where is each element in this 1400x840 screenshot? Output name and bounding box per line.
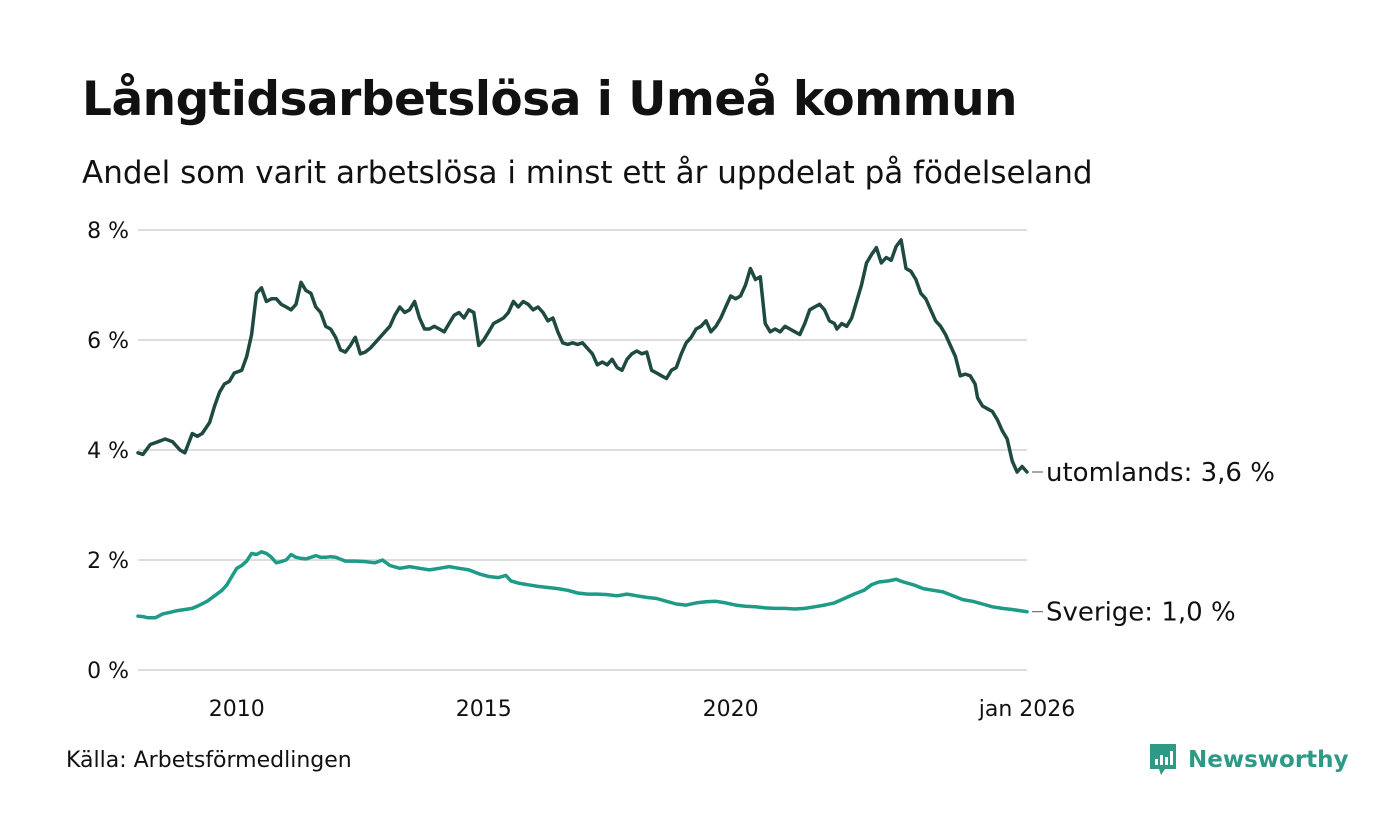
x-tick-label: 2020 — [703, 697, 759, 722]
source-note: Källa: Arbetsförmedlingen — [66, 748, 352, 773]
gridlines — [138, 229, 1027, 671]
y-tick-label: 2 % — [87, 549, 129, 574]
chart-title: Långtidsarbetslösa i Umeå kommun — [82, 72, 1018, 127]
x-axis-ticks: 2010 2015 2020 jan 2026 — [209, 697, 1075, 722]
brand-logo: Newsworthy — [1148, 742, 1349, 778]
y-tick-label: 6 % — [87, 329, 129, 354]
y-axis-ticks: 0 % 2 % 4 % 6 % 8 % — [87, 219, 129, 684]
x-tick-label: 2015 — [456, 697, 512, 722]
y-tick-label: 8 % — [87, 219, 129, 244]
series-line-sverige — [136, 550, 1029, 620]
y-tick-label: 0 % — [87, 659, 129, 684]
newsworthy-logo-icon — [1150, 744, 1176, 775]
brand-name: Newsworthy — [1188, 747, 1349, 773]
series-end-labels: utomlands: 3,6 % Sverige: 1,0 % — [1032, 458, 1275, 628]
x-tick-label: jan 2026 — [978, 697, 1076, 722]
x-tick-label: 2010 — [209, 697, 265, 722]
series-line-utomlands — [136, 238, 1029, 474]
chart-subtitle: Andel som varit arbetslösa i minst ett å… — [82, 155, 1093, 191]
series-lines — [136, 238, 1029, 620]
y-tick-label: 4 % — [87, 439, 129, 464]
end-label-sverige: Sverige: 1,0 % — [1046, 598, 1236, 628]
end-label-utomlands: utomlands: 3,6 % — [1046, 458, 1275, 488]
